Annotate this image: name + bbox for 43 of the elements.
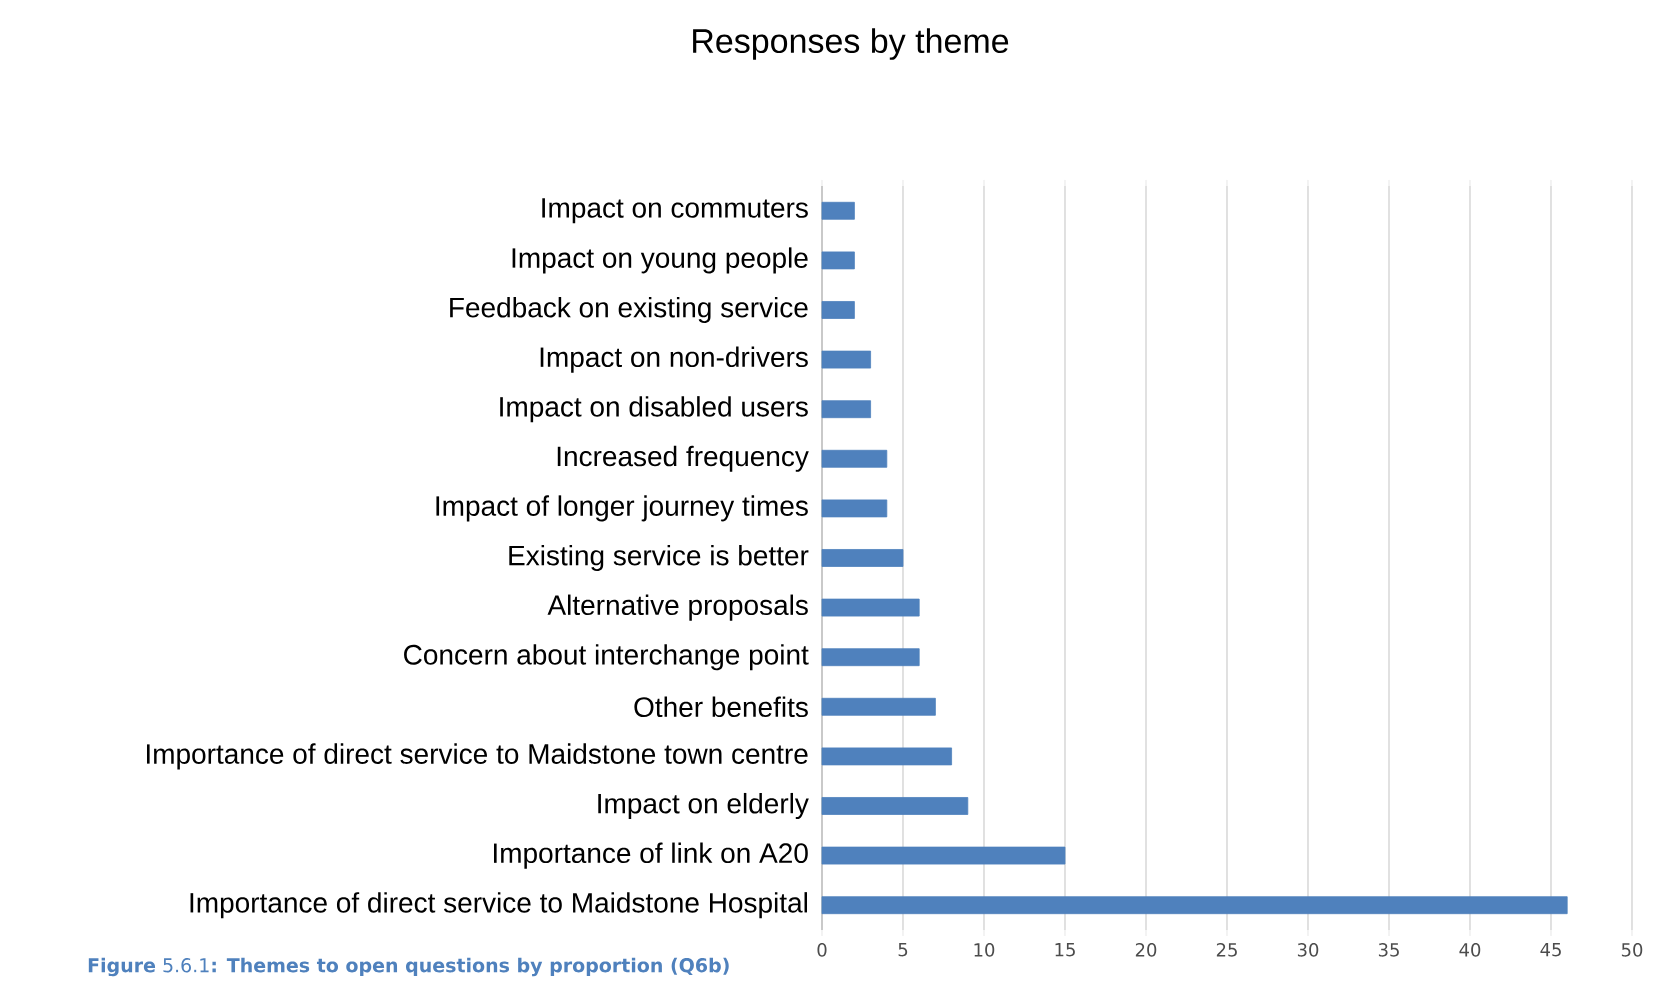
bar bbox=[821, 697, 936, 716]
y-tick-label: Feedback on existing service bbox=[450, 296, 808, 324]
bar bbox=[821, 449, 888, 468]
y-tick-label: Impact on commuters bbox=[542, 198, 808, 224]
bar bbox=[821, 747, 952, 766]
bar bbox=[821, 350, 871, 369]
text: Figure 5.6.1: Themes to open questions by proportion (Q6b) bbox=[88, 957, 729, 977]
x-tick-label: 45 bbox=[1540, 943, 1561, 957]
y-tick-label: Existing service is better bbox=[509, 544, 809, 572]
bar bbox=[821, 400, 871, 419]
bar bbox=[821, 896, 1568, 915]
y-tick-label: Importance of direct service to Maidstone Hospital bbox=[190, 892, 807, 919]
y-tick-label: Impact on disabled users bbox=[500, 396, 808, 423]
x-tick-label: 15 bbox=[1055, 943, 1075, 957]
x-tick-label: 0 bbox=[817, 943, 827, 957]
x-tick-label: 50 bbox=[1621, 943, 1643, 957]
y-tick-label: Importance of link on A20 bbox=[493, 842, 808, 869]
x-tick-label: 35 bbox=[1378, 943, 1399, 957]
x-tick-label: 40 bbox=[1459, 943, 1481, 957]
y-tick-label: Impact on young people bbox=[512, 247, 808, 274]
x-tick-label: 25 bbox=[1216, 943, 1237, 957]
x-tick-label: 10 bbox=[974, 943, 995, 957]
bar bbox=[821, 499, 888, 518]
bar bbox=[821, 301, 855, 319]
y-tick-label: Other benefits bbox=[634, 696, 808, 718]
y-tick-label: Alternative proposals bbox=[547, 594, 808, 621]
x-tick-label: 20 bbox=[1135, 943, 1157, 957]
y-tick-label: Importance of direct service to Maidstone town centre bbox=[146, 743, 808, 770]
bar bbox=[821, 549, 904, 567]
y-tick-label: Impact on non-drivers bbox=[540, 346, 808, 373]
bar bbox=[821, 598, 920, 617]
y-tick-label: Increased frequency bbox=[557, 445, 809, 472]
y-tick-label: Concern about interchange point bbox=[404, 644, 809, 671]
bar bbox=[821, 648, 920, 667]
bar bbox=[821, 251, 855, 270]
chart-title: Responses by theme bbox=[693, 28, 1009, 60]
bar bbox=[821, 846, 1066, 865]
bar bbox=[821, 201, 855, 220]
x-tick-label: 30 bbox=[1297, 943, 1319, 957]
y-tick-label: Impact of longer journey times bbox=[436, 495, 808, 522]
x-tick-label: 5 bbox=[898, 943, 908, 957]
y-tick-label: Impact on elderly bbox=[598, 792, 809, 820]
bar bbox=[821, 797, 969, 815]
